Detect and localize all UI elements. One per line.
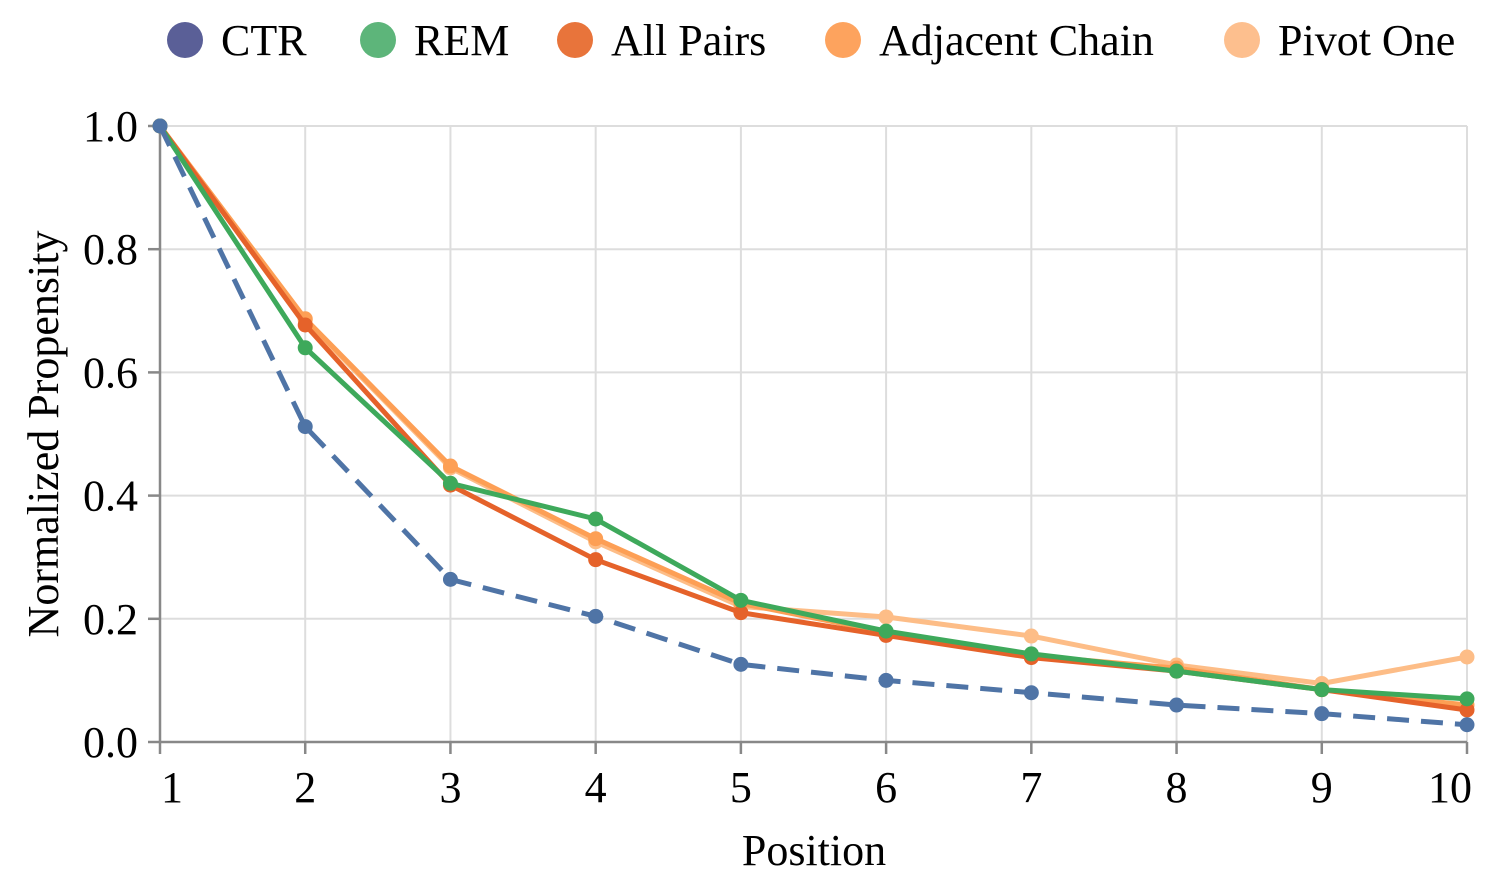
data-point-rem [588,511,604,527]
data-point-ctr [297,419,313,435]
data-point-rem [1169,663,1185,679]
legend-label: REM [414,16,509,65]
y-tick-label: 0.2 [83,595,138,644]
y-tick-label: 0.0 [83,718,138,767]
data-point-rem [442,475,458,491]
data-point-adjacent-chain [442,458,458,474]
data-point-rem [1314,682,1330,698]
data-point-pivot-one [1023,628,1039,644]
series-line-rem [157,124,1468,702]
x-tick-label: 1 [161,763,183,812]
series-all-pairs [152,118,1475,718]
data-point-ctr [878,672,894,688]
x-tick-label: 9 [1311,763,1333,812]
data-point-all-pairs [297,317,313,333]
data-point-ctr [1023,685,1039,701]
data-point-ctr [152,118,168,134]
x-tick-label: 8 [1166,763,1188,812]
legend-label: CTR [221,16,307,65]
data-point-ctr [1169,697,1185,713]
series-rem [152,118,1475,707]
series-pivot-one [152,118,1475,691]
x-axis-ticks: 1 2 3 4 5 6 7 8 9 10 [158,742,1472,812]
data-point-ctr [442,571,458,587]
series-layer [152,118,1475,733]
data-point-ctr [588,608,604,624]
x-tick-label: 2 [294,763,316,812]
x-tick-label: 3 [439,763,461,812]
y-tick-label: 0.6 [83,348,138,397]
x-tick-label: 6 [875,763,897,812]
data-point-all-pairs [1459,702,1475,718]
y-tick-label: 0.4 [83,472,138,521]
legend-item-pivot-one: Pivot One [1224,16,1455,65]
legend-item-all-pairs: All Pairs [557,16,766,65]
series-line-pivot-one [157,124,1468,686]
data-point-rem [297,340,313,356]
data-point-pivot-one [878,609,894,625]
legend: CTR REM All Pairs Adjacent Chain Pivot One [167,16,1455,65]
y-axis-title: Normalized Propensity [19,231,68,638]
y-tick-label: 1.0 [83,102,138,151]
legend-marker [557,22,593,58]
data-point-ctr [733,656,749,672]
data-point-rem [733,592,749,608]
legend-label: Adjacent Chain [879,16,1154,65]
legend-marker [360,22,396,58]
axes [158,126,1467,744]
x-tick-label: 4 [585,763,607,812]
legend-item-ctr: CTR [167,16,307,65]
series-line-ctr [157,124,1468,728]
legend-label: Pivot One [1278,16,1455,65]
series-ctr [152,118,1475,733]
legend-marker [167,22,203,58]
data-point-rem [878,623,894,639]
data-point-ctr [1459,717,1475,733]
legend-marker [1224,22,1260,58]
x-tick-label: 5 [730,763,752,812]
legend-marker [825,22,861,58]
data-point-all-pairs [588,552,604,568]
y-tick-label: 0.8 [83,225,138,274]
legend-item-rem: REM [360,16,509,65]
data-point-pivot-one [1459,649,1475,665]
x-tick-label: 10 [1428,763,1472,812]
data-point-rem [1459,691,1475,707]
legend-item-adjacent-chain: Adjacent Chain [825,16,1154,65]
data-point-ctr [1314,706,1330,722]
series-line-all-pairs [157,124,1468,713]
x-tick-label: 7 [1020,763,1042,812]
data-point-all-pairs [733,605,749,621]
grid [159,125,1468,743]
data-point-adjacent-chain [588,531,604,547]
data-point-rem [1023,646,1039,662]
x-axis-title: Position [742,826,886,875]
y-axis-ticks: 0.0 0.2 0.4 0.6 0.8 1.0 [83,102,160,767]
legend-label: All Pairs [611,16,766,65]
